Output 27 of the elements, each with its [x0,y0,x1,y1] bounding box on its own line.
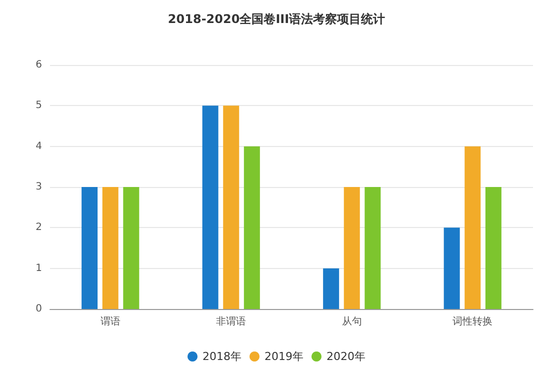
bar [202,106,218,309]
bar [485,187,502,309]
legend-label: 2019年 [264,350,304,363]
y-tick-label: 1 [36,262,42,274]
bar [102,187,118,309]
y-tick-label: 0 [36,304,42,314]
bar [123,187,140,309]
bar [244,146,260,309]
x-tick-label: 谓语 [100,316,120,328]
bar [323,268,340,309]
bar [82,187,98,309]
chart-title: 2018-2020全国卷III语法考察项目统计 [168,12,386,26]
bar [364,187,381,309]
y-tick-label: 2 [36,222,42,234]
bar [464,146,481,309]
y-tick-label: 4 [36,140,42,152]
bar [344,187,360,309]
legend-label: 2020年 [326,350,366,363]
y-tick-label: 6 [36,60,42,70]
x-tick-label: 非谓语 [216,316,246,328]
x-tick-label: 从句 [342,316,362,328]
bar [444,228,460,309]
y-tick-label: 5 [36,100,42,112]
x-tick-label: 词性转换 [452,316,493,328]
legend-label: 2018年 [202,350,242,363]
bar [223,106,240,309]
y-tick-label: 3 [36,182,42,192]
